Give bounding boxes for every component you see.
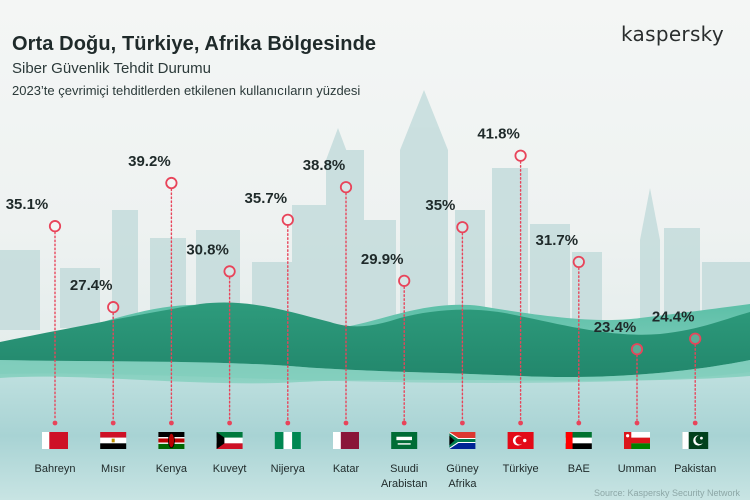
data-point — [223, 265, 236, 278]
hill-highlight — [0, 360, 750, 383]
data-label: 35.7% — [245, 190, 288, 207]
category-label: Güney — [446, 463, 479, 475]
data-point — [456, 221, 469, 234]
uae-flag-icon — [565, 432, 592, 449]
data-point — [398, 274, 411, 287]
data-label: 27.4% — [70, 277, 113, 294]
data-label: 31.7% — [536, 232, 579, 249]
bahrain-flag-icon — [42, 432, 68, 449]
page-description: 2023’te çevrimiçi tehditlerden etkilenen… — [12, 83, 361, 98]
data-label: 23.4% — [594, 319, 637, 336]
turkey-flag-icon — [507, 432, 534, 449]
pakistan-flag-icon — [682, 432, 709, 449]
base-dot — [576, 420, 582, 426]
category-label: Afrika — [448, 478, 477, 490]
base-dot — [343, 420, 349, 426]
data-label: 41.8% — [477, 126, 520, 143]
data-point — [339, 181, 353, 194]
qatar-flag-icon — [333, 432, 359, 449]
base-dot — [518, 420, 523, 426]
base-dot — [227, 420, 233, 426]
base-dot — [285, 420, 291, 426]
nigeria-flag-icon — [274, 432, 301, 449]
category-label: Mısır — [101, 463, 126, 475]
data-label: 24.4% — [652, 309, 695, 326]
source-note: Source: Kaspersky Security Network — [593, 488, 740, 498]
category-label: Kenya — [156, 463, 188, 475]
category-label: Pakistan — [674, 463, 716, 475]
saudi-arabia-flag-icon — [391, 432, 418, 449]
page-subtitle: Siber Güvenlik Tehdit Durumu — [12, 60, 211, 77]
data-point — [572, 255, 585, 269]
base-dot — [110, 420, 116, 426]
page-title: Orta Doğu, Türkiye, Afrika Bölgesinde — [12, 33, 377, 55]
category-label: Kuveyt — [213, 463, 247, 475]
category-label: Suudi — [390, 463, 418, 475]
data-label: 35.1% — [6, 196, 49, 213]
kenya-flag-icon — [158, 432, 185, 449]
category-label: Türkiye — [503, 463, 539, 475]
data-label: 29.9% — [361, 251, 404, 268]
category-label: BAE — [568, 463, 590, 475]
hill-front — [0, 302, 750, 378]
data-point — [48, 220, 62, 233]
category-label: Katar — [333, 463, 360, 475]
data-point — [107, 301, 120, 314]
base-dot — [52, 420, 58, 426]
data-point — [689, 332, 702, 345]
data-label: 39.2% — [128, 153, 171, 170]
category-label: Bahreyn — [35, 463, 76, 475]
data-label: 38.8% — [303, 157, 346, 174]
kaspersky-logo: kaspersky — [621, 22, 724, 46]
kuwait-flag-icon — [216, 432, 243, 449]
base-dot — [692, 420, 698, 426]
base-dot — [634, 420, 640, 426]
base-dot — [401, 420, 407, 426]
category-label: Arabistan — [381, 478, 427, 490]
base-dot — [460, 420, 465, 426]
data-point — [281, 213, 294, 226]
data-label: 30.8% — [186, 241, 229, 258]
base-dot — [169, 420, 174, 426]
data-label: 35% — [425, 197, 455, 214]
south-africa-flag-icon — [449, 432, 476, 449]
egypt-flag-icon — [100, 432, 127, 449]
data-point — [514, 149, 527, 162]
oman-flag-icon — [624, 432, 650, 449]
category-label: Nijerya — [271, 463, 306, 475]
data-point — [165, 176, 178, 190]
category-label: Umman — [618, 463, 657, 475]
data-point — [630, 343, 644, 356]
